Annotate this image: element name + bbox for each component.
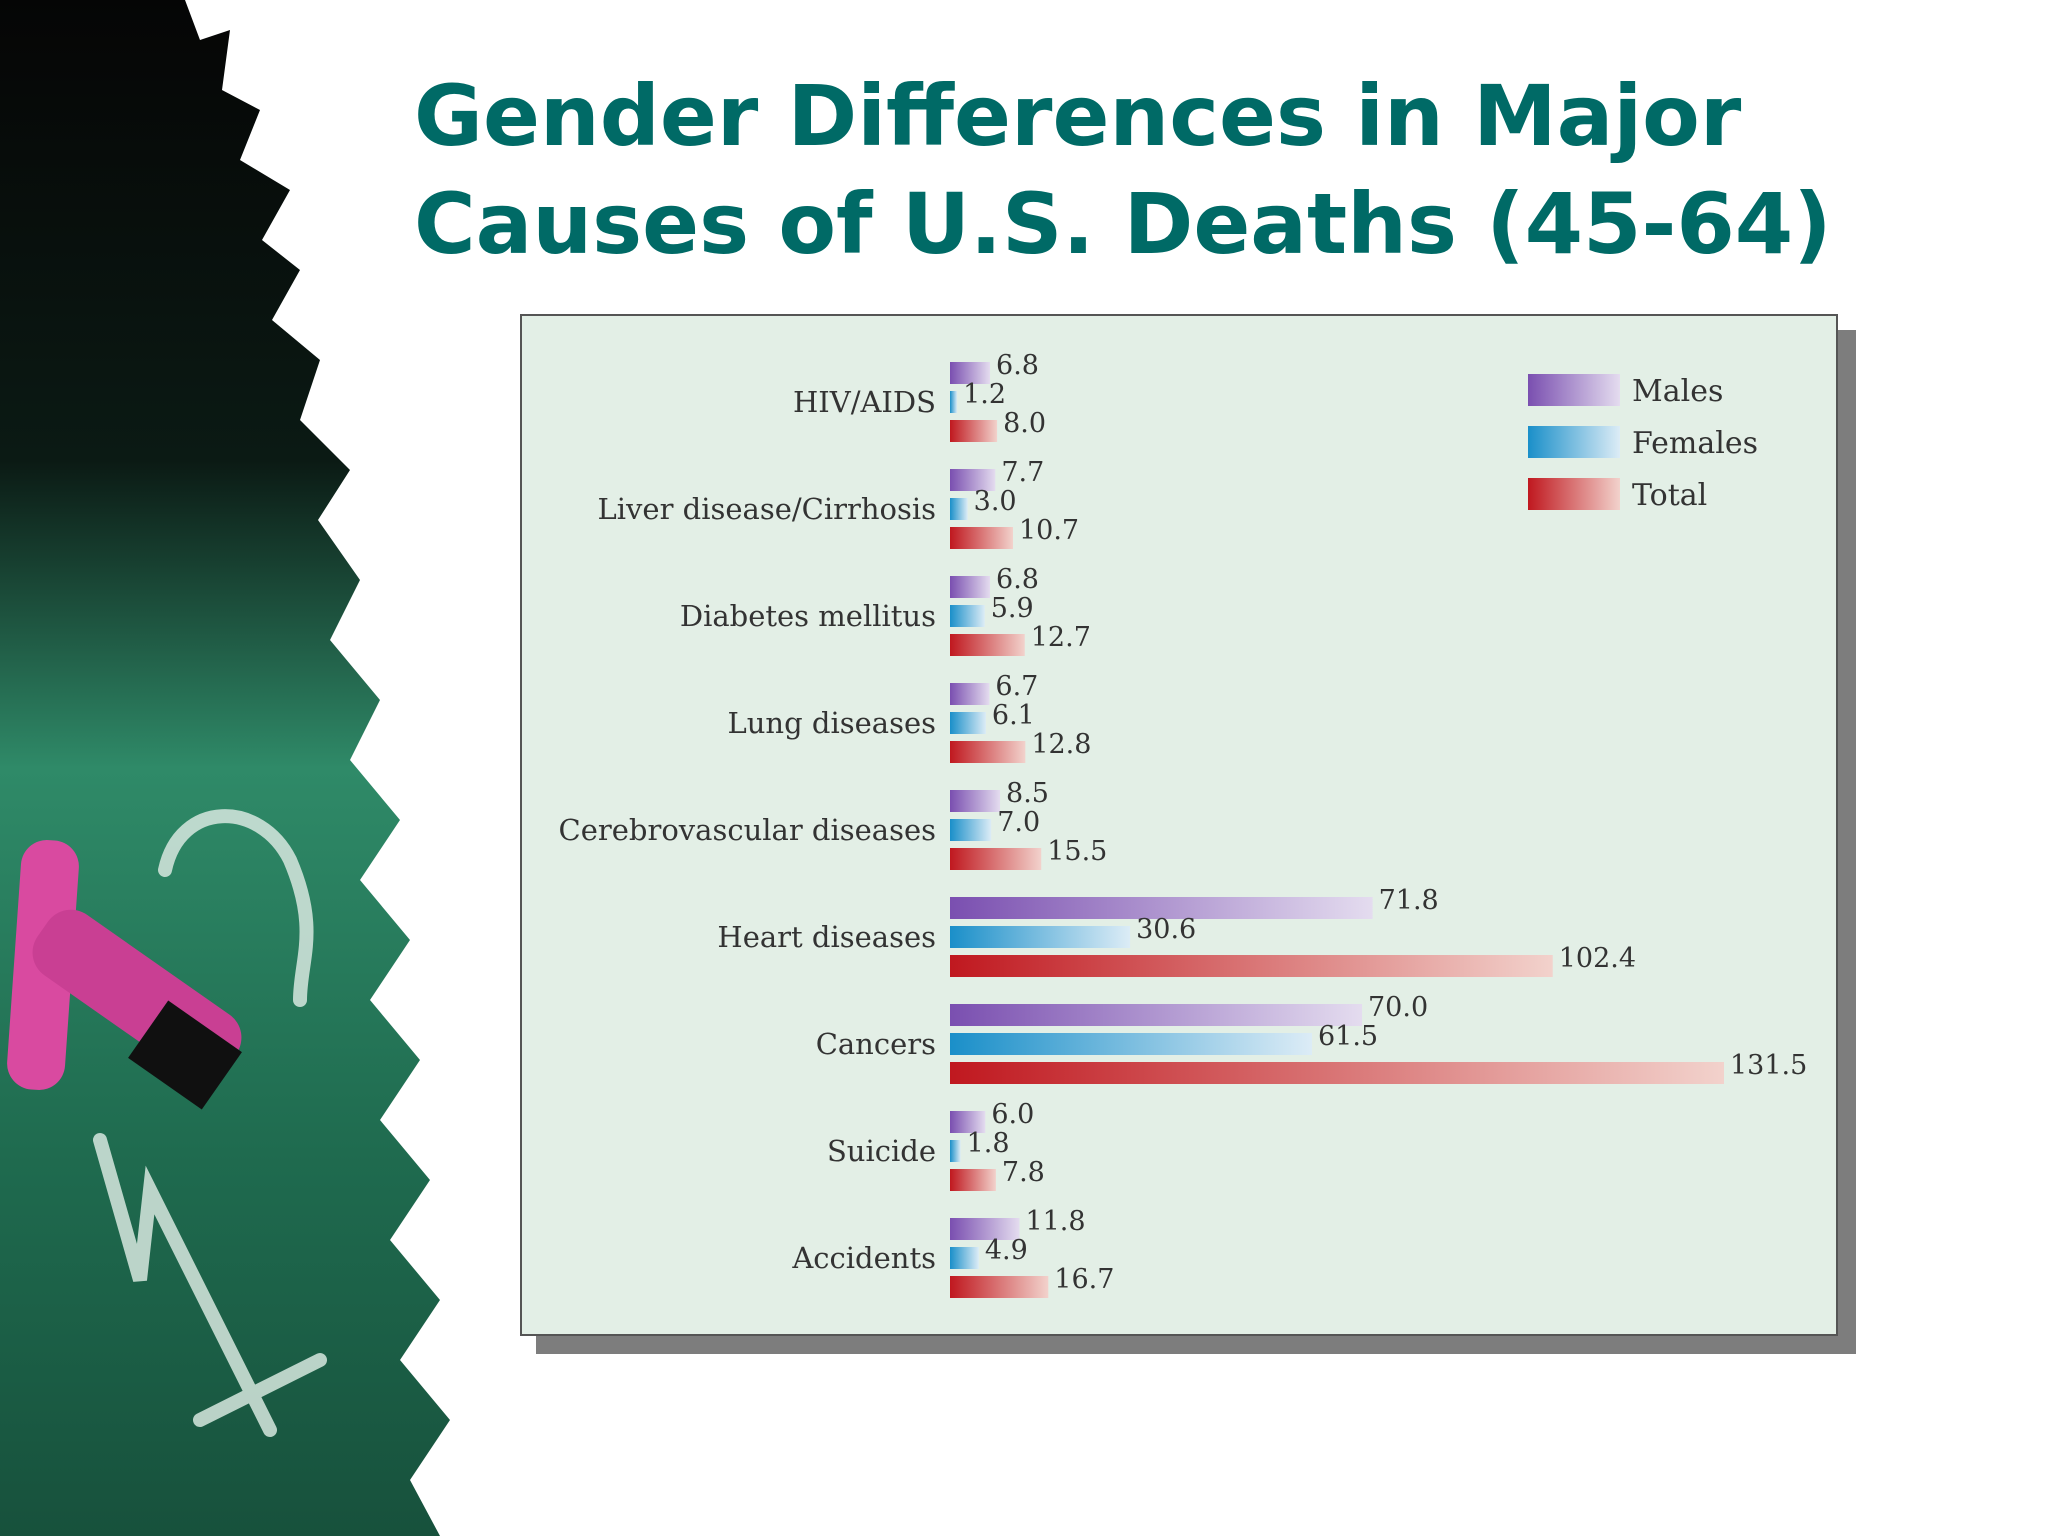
title-line-2: Causes of U.S. Deaths (45-64)	[414, 175, 1832, 273]
bar-females-2	[950, 605, 985, 627]
value-label-total-7: 7.8	[1002, 1157, 1045, 1188]
bar-females-8	[950, 1247, 979, 1269]
bar-total-5	[950, 955, 1553, 977]
value-label-males-3: 6.7	[995, 671, 1038, 702]
bar-chart: HIV/AIDS Liver disease/Cirrhosis Diabetes …	[559, 350, 1807, 1298]
title-line-1: Gender Differences in Major	[414, 67, 1742, 165]
bar-females-0	[950, 391, 958, 413]
chalk-sticks	[7, 840, 242, 1110]
bar-males-4	[950, 790, 1001, 812]
value-labels: 6.81.28.07.73.010.76.85.912.76.76.112.88…	[963, 350, 1807, 1295]
legend-label-males: Males	[1632, 374, 1723, 409]
category-label-1: Liver disease/Cirrhosis	[597, 492, 936, 526]
chalk-scribbles	[93, 809, 327, 1437]
value-label-females-1: 3.0	[974, 486, 1017, 517]
bar-total-3	[950, 741, 1026, 763]
bar-total-1	[950, 527, 1013, 549]
value-label-total-3: 12.8	[1031, 729, 1091, 760]
bar-total-8	[950, 1276, 1049, 1298]
value-label-females-3: 6.1	[992, 700, 1035, 731]
legend: Males Females Total	[1528, 374, 1758, 513]
value-label-total-2: 12.7	[1031, 622, 1091, 653]
value-label-males-0: 6.8	[996, 350, 1039, 381]
bar-females-1	[950, 498, 968, 520]
value-label-males-4: 8.5	[1006, 778, 1049, 809]
legend-swatch-males	[1528, 374, 1620, 406]
bar-total-2	[950, 634, 1025, 656]
value-label-females-7: 1.8	[967, 1128, 1010, 1159]
value-label-total-4: 15.5	[1047, 836, 1107, 867]
category-label-8: Accidents	[791, 1241, 936, 1275]
bar-males-8	[950, 1218, 1020, 1240]
value-label-males-6: 70.0	[1368, 992, 1428, 1023]
value-label-females-2: 5.9	[991, 593, 1034, 624]
value-label-total-0: 8.0	[1003, 408, 1046, 439]
bar-males-7	[950, 1111, 986, 1133]
legend-swatch-females	[1528, 426, 1620, 458]
legend-label-total: Total	[1632, 478, 1707, 513]
bar-females-3	[950, 712, 986, 734]
legend-swatch-total	[1528, 478, 1620, 510]
bar-total-4	[950, 848, 1042, 870]
bar-females-6	[950, 1033, 1312, 1055]
value-label-females-6: 61.5	[1318, 1021, 1378, 1052]
value-label-males-8: 11.8	[1025, 1206, 1085, 1237]
bar-males-2	[950, 576, 991, 598]
value-label-females-0: 1.2	[963, 379, 1006, 410]
bar-males-1	[950, 469, 996, 491]
bar-males-5	[950, 897, 1373, 919]
bar-males-3	[950, 683, 990, 705]
bar-males-0	[950, 362, 991, 384]
value-label-females-5: 30.6	[1136, 914, 1196, 945]
page-title: Gender Differences in Major Causes of U.…	[414, 62, 1914, 278]
value-label-total-5: 102.4	[1559, 943, 1636, 974]
category-label-2: Diabetes mellitus	[680, 599, 936, 633]
bar-females-5	[950, 926, 1131, 948]
value-label-males-5: 71.8	[1379, 885, 1439, 916]
value-label-males-7: 6.0	[991, 1099, 1034, 1130]
category-label-5: Heart diseases	[717, 920, 936, 954]
value-label-males-1: 7.7	[1001, 457, 1044, 488]
category-label-6: Cancers	[816, 1027, 936, 1061]
value-label-females-8: 4.9	[985, 1235, 1028, 1266]
value-label-total-1: 10.7	[1019, 515, 1079, 546]
value-label-total-8: 16.7	[1054, 1264, 1114, 1295]
category-label-3: Lung diseases	[728, 706, 937, 740]
bars	[950, 362, 1724, 1298]
bar-total-0	[950, 420, 998, 442]
bar-total-6	[950, 1062, 1724, 1084]
bar-males-6	[950, 1004, 1363, 1026]
bar-females-7	[950, 1140, 961, 1162]
chalkboard-decoration	[0, 0, 450, 1536]
category-label-0: HIV/AIDS	[793, 385, 936, 419]
bar-females-4	[950, 819, 992, 841]
value-label-total-6: 131.5	[1730, 1050, 1807, 1081]
bar-total-7	[950, 1169, 996, 1191]
legend-label-females: Females	[1632, 426, 1758, 461]
value-label-males-2: 6.8	[996, 564, 1039, 595]
chalkboard-area	[0, 0, 450, 1536]
value-label-females-4: 7.0	[997, 807, 1040, 838]
category-labels: HIV/AIDS Liver disease/Cirrhosis Diabetes …	[559, 385, 936, 1275]
category-label-7: Suicide	[827, 1134, 936, 1168]
category-label-4: Cerebrovascular diseases	[559, 813, 936, 847]
